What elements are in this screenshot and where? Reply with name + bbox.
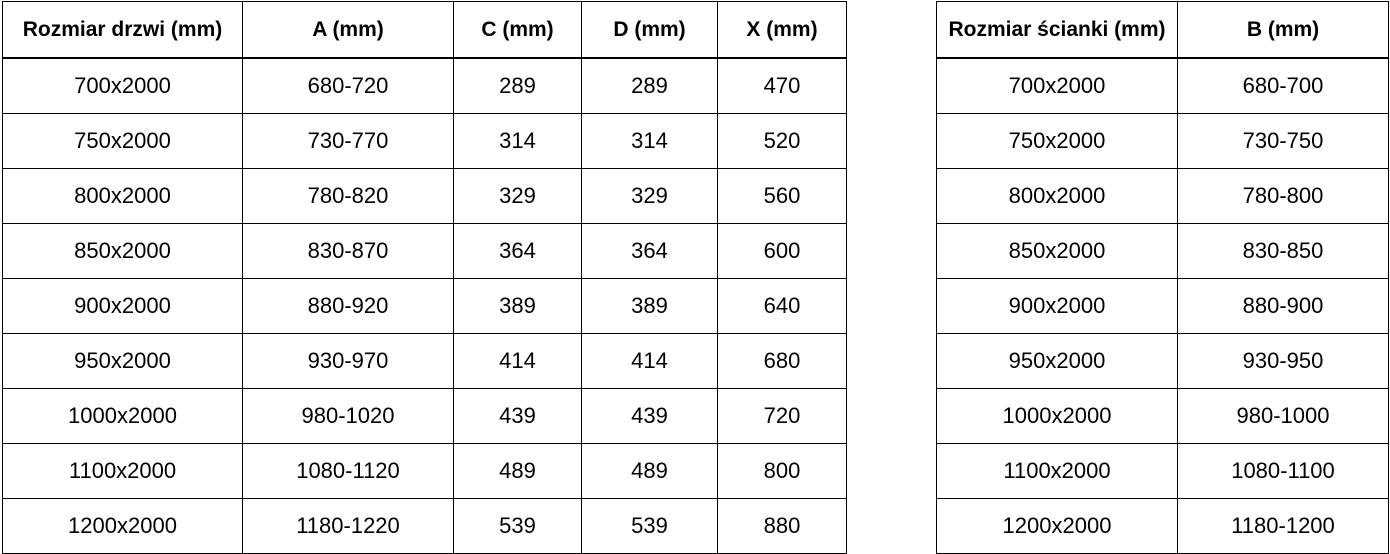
cell-x: 880 — [717, 498, 847, 554]
table-header-row: Rozmiar drzwi (mm) A (mm) C (mm) D (mm) … — [2, 1, 847, 59]
table-row: 1000x2000 980-1000 — [936, 388, 1389, 444]
cell-a: 780-820 — [242, 168, 454, 224]
cell-b: 930-950 — [1177, 333, 1389, 389]
cell-door-size: 700x2000 — [2, 57, 243, 114]
table-row: 850x2000 830-870 364 364 600 — [2, 223, 847, 279]
column-header-door-size: Rozmiar drzwi (mm) — [2, 1, 243, 59]
cell-x: 520 — [717, 113, 847, 169]
table-row: 700x2000 680-720 289 289 470 — [2, 57, 847, 114]
cell-x: 470 — [717, 57, 847, 114]
column-header-d: D (mm) — [581, 1, 718, 59]
wall-table-body: 700x2000 680-700 750x2000 730-750 800x20… — [936, 57, 1389, 554]
cell-c: 414 — [453, 333, 582, 389]
column-header-x: X (mm) — [717, 1, 847, 59]
cell-d: 539 — [581, 498, 718, 554]
cell-c: 329 — [453, 168, 582, 224]
cell-x: 600 — [717, 223, 847, 279]
cell-door-size: 1100x2000 — [2, 443, 243, 499]
wall-table-header: Rozmiar ścianki (mm) B (mm) — [936, 1, 1389, 59]
table-row: 1000x2000 980-1020 439 439 720 — [2, 388, 847, 444]
cell-b: 680-700 — [1177, 57, 1389, 114]
column-header-a: A (mm) — [242, 1, 454, 59]
cell-wall-size: 1000x2000 — [936, 388, 1178, 444]
cell-wall-size: 1100x2000 — [936, 443, 1178, 499]
cell-a: 730-770 — [242, 113, 454, 169]
table-row: 700x2000 680-700 — [936, 57, 1389, 114]
cell-door-size: 800x2000 — [2, 168, 243, 224]
cell-b: 980-1000 — [1177, 388, 1389, 444]
cell-wall-size: 700x2000 — [936, 57, 1178, 114]
cell-door-size: 1000x2000 — [2, 388, 243, 444]
column-header-b: B (mm) — [1177, 1, 1389, 59]
cell-door-size: 850x2000 — [2, 223, 243, 279]
cell-wall-size: 800x2000 — [936, 168, 1178, 224]
cell-d: 364 — [581, 223, 718, 279]
cell-b: 730-750 — [1177, 113, 1389, 169]
cell-c: 314 — [453, 113, 582, 169]
cell-wall-size: 900x2000 — [936, 278, 1178, 334]
cell-b: 830-850 — [1177, 223, 1389, 279]
cell-a: 930-970 — [242, 333, 454, 389]
column-header-c: C (mm) — [453, 1, 582, 59]
table-row: 1200x2000 1180-1200 — [936, 498, 1389, 554]
cell-b: 1180-1200 — [1177, 498, 1389, 554]
table-row: 900x2000 880-920 389 389 640 — [2, 278, 847, 334]
cell-x: 640 — [717, 278, 847, 334]
cell-x: 560 — [717, 168, 847, 224]
table-row: 950x2000 930-950 — [936, 333, 1389, 389]
table-row: 900x2000 880-900 — [936, 278, 1389, 334]
cell-wall-size: 750x2000 — [936, 113, 1178, 169]
cell-a: 680-720 — [242, 57, 454, 114]
cell-d: 329 — [581, 168, 718, 224]
cell-d: 314 — [581, 113, 718, 169]
cell-a: 830-870 — [242, 223, 454, 279]
table-row: 950x2000 930-970 414 414 680 — [2, 333, 847, 389]
cell-door-size: 900x2000 — [2, 278, 243, 334]
cell-c: 364 — [453, 223, 582, 279]
table-row: 800x2000 780-800 — [936, 168, 1389, 224]
cell-x: 800 — [717, 443, 847, 499]
door-size-dimension-table: Rozmiar drzwi (mm) A (mm) C (mm) D (mm) … — [2, 1, 847, 554]
cell-d: 489 — [581, 443, 718, 499]
table-row: 1100x2000 1080-1120 489 489 800 — [2, 443, 847, 499]
cell-d: 289 — [581, 57, 718, 114]
wall-panel-dimension-table: Rozmiar ścianki (mm) B (mm) 700x2000 680… — [936, 1, 1389, 554]
table-row: 800x2000 780-820 329 329 560 — [2, 168, 847, 224]
cell-b: 780-800 — [1177, 168, 1389, 224]
cell-wall-size: 950x2000 — [936, 333, 1178, 389]
cell-a: 1180-1220 — [242, 498, 454, 554]
cell-d: 414 — [581, 333, 718, 389]
door-table-header: Rozmiar drzwi (mm) A (mm) C (mm) D (mm) … — [2, 1, 847, 59]
cell-door-size: 750x2000 — [2, 113, 243, 169]
table-header-row: Rozmiar ścianki (mm) B (mm) — [936, 1, 1389, 59]
cell-wall-size: 850x2000 — [936, 223, 1178, 279]
table-row: 1200x2000 1180-1220 539 539 880 — [2, 498, 847, 554]
cell-d: 389 — [581, 278, 718, 334]
cell-door-size: 1200x2000 — [2, 498, 243, 554]
door-table-body: 700x2000 680-720 289 289 470 750x2000 73… — [2, 57, 847, 554]
cell-c: 389 — [453, 278, 582, 334]
table-row: 750x2000 730-750 — [936, 113, 1389, 169]
cell-a: 1080-1120 — [242, 443, 454, 499]
cell-c: 539 — [453, 498, 582, 554]
cell-door-size: 950x2000 — [2, 333, 243, 389]
cell-x: 720 — [717, 388, 847, 444]
cell-c: 489 — [453, 443, 582, 499]
cell-wall-size: 1200x2000 — [936, 498, 1178, 554]
column-header-wall-size: Rozmiar ścianki (mm) — [936, 1, 1178, 59]
cell-a: 880-920 — [242, 278, 454, 334]
cell-a: 980-1020 — [242, 388, 454, 444]
table-row: 850x2000 830-850 — [936, 223, 1389, 279]
cell-b: 880-900 — [1177, 278, 1389, 334]
cell-x: 680 — [717, 333, 847, 389]
table-row: 750x2000 730-770 314 314 520 — [2, 113, 847, 169]
cell-c: 439 — [453, 388, 582, 444]
cell-c: 289 — [453, 57, 582, 114]
cell-b: 1080-1100 — [1177, 443, 1389, 499]
table-row: 1100x2000 1080-1100 — [936, 443, 1389, 499]
cell-d: 439 — [581, 388, 718, 444]
